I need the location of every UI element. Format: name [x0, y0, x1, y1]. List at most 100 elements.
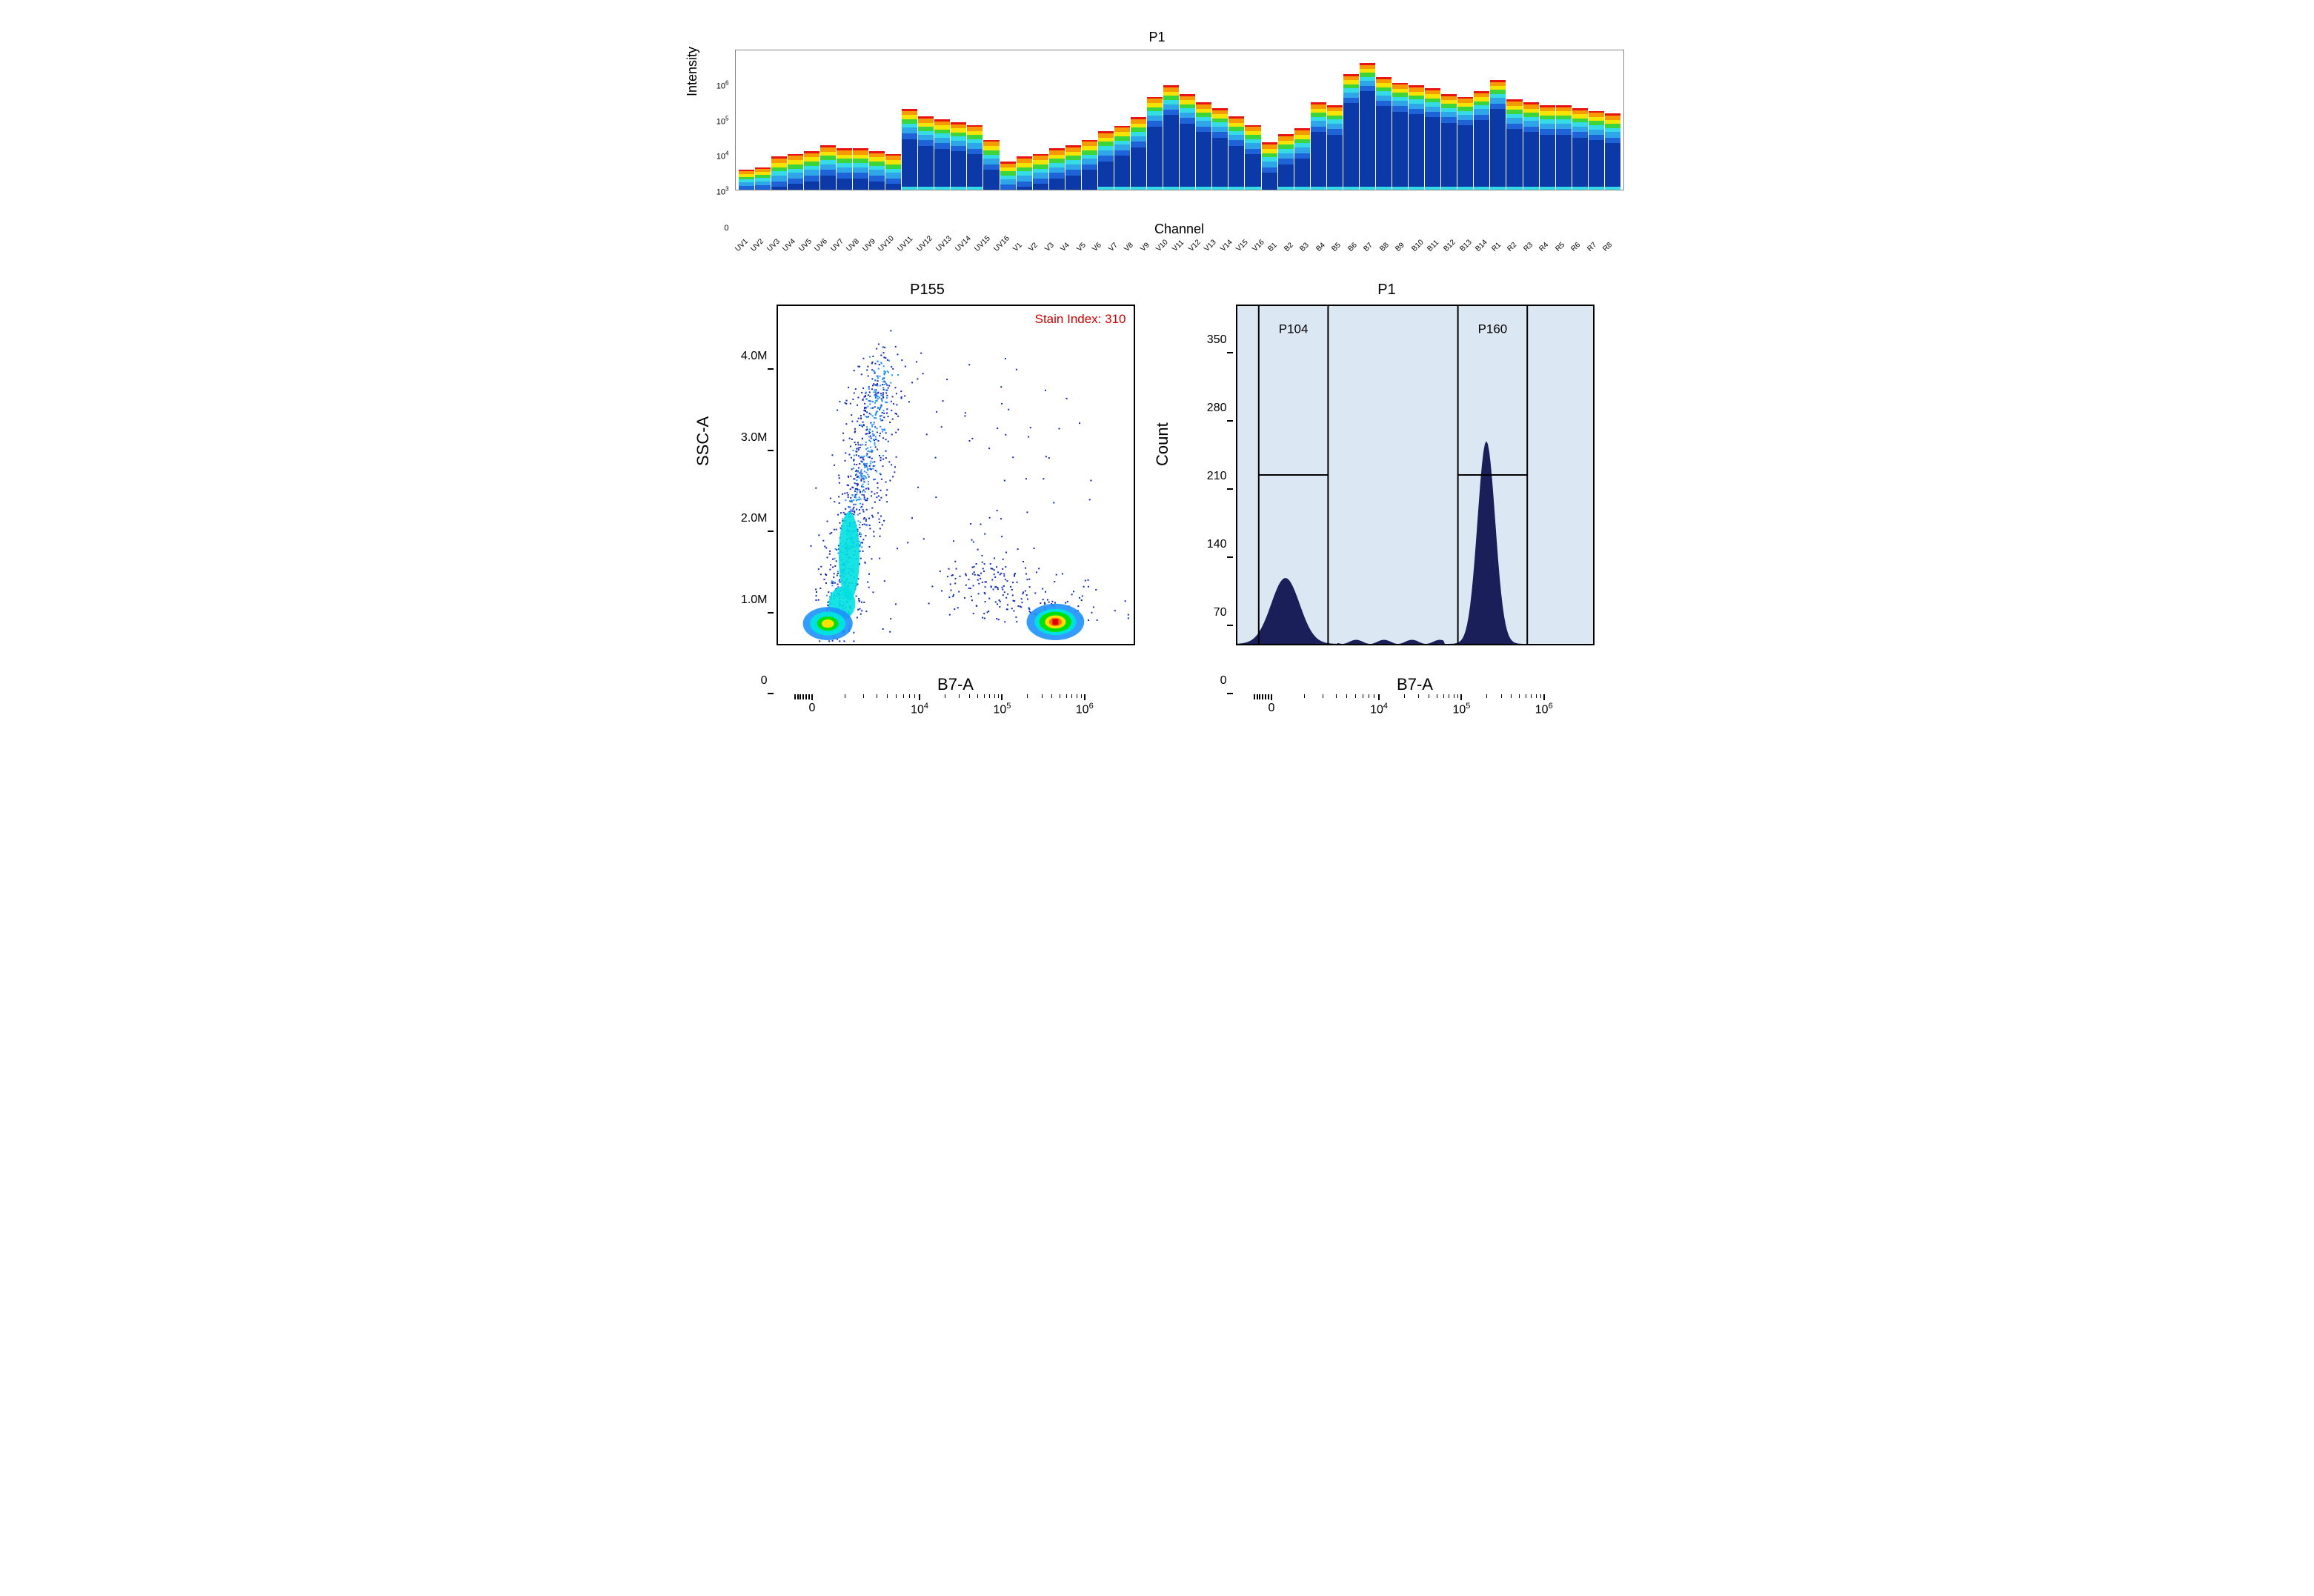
- spectral-xtick: R6: [1570, 237, 1586, 253]
- spectral-xtick: UV10: [877, 234, 896, 253]
- spectral-xtick: V11: [1171, 237, 1187, 253]
- spectral-xtick: V13: [1203, 237, 1219, 253]
- hist-xtick: 105: [1452, 702, 1470, 716]
- spectral-bar: [1311, 102, 1326, 190]
- spectral-xtick: R3: [1522, 237, 1538, 253]
- hist-ytick: 280: [1207, 402, 1227, 415]
- hist-xtick: 104: [1370, 702, 1388, 716]
- spectral-xtick: UV15: [973, 234, 991, 253]
- spectral-xtick: UV14: [954, 234, 972, 253]
- spectral-bar: [967, 125, 983, 190]
- spectral-xtick: UV6: [813, 237, 829, 253]
- spectral-bar: [1589, 111, 1604, 190]
- spectral-bar: [1082, 130, 1097, 190]
- hist-ytick: 140: [1207, 538, 1227, 551]
- spectral-bar: [1506, 99, 1522, 190]
- scatter-yticks: 01.0M2.0M3.0M4.0M: [728, 282, 772, 694]
- spectral-xtick: UV12: [915, 234, 934, 253]
- spectral-xtick: B10: [1410, 237, 1426, 253]
- spectral-bar: [1196, 102, 1211, 190]
- spectral-xtick: UV1: [734, 237, 750, 253]
- spectral-bar: [1163, 85, 1179, 190]
- spectral-xtick: UV9: [861, 237, 877, 253]
- spectral-bar: [869, 139, 885, 190]
- spectral-xtick: B8: [1378, 237, 1394, 253]
- hist-ytick: 210: [1207, 470, 1227, 483]
- spectral-panel: P1 Intensity 0103104105106 UV1UV2UV3UV4U…: [691, 30, 1624, 237]
- spectral-bar: [804, 139, 819, 190]
- hist-xticks: 0104105106: [1236, 694, 1595, 716]
- spectral-xtick: B2: [1283, 237, 1299, 253]
- spectral-xtick: B11: [1426, 237, 1443, 253]
- scatter-xticks: 0104105106: [777, 694, 1135, 716]
- spectral-bar: [1212, 108, 1228, 190]
- spectral-bar: [1033, 144, 1048, 190]
- scatter-panel: P155 SSC-A 01.0M2.0M3.0M4.0M Stain Index…: [720, 282, 1135, 694]
- spectral-bar: [1180, 94, 1195, 190]
- spectral-bar: [1376, 77, 1392, 190]
- spectral-ytick: 104: [717, 150, 729, 162]
- spectral-bar: [1605, 113, 1620, 190]
- spectral-xtick: UV8: [845, 237, 862, 253]
- spectral-xtick: B9: [1394, 237, 1411, 253]
- spectral-bar: [934, 119, 950, 190]
- scatter-plot-area: Stain Index: 310: [777, 305, 1135, 645]
- spectral-bar: [837, 130, 852, 190]
- spectral-bar: [1147, 97, 1163, 190]
- spectral-bar: [1278, 130, 1294, 190]
- spectral-xtick: B7: [1363, 237, 1379, 253]
- scatter-xtick: 104: [911, 702, 928, 716]
- spectral-xtick: V7: [1107, 237, 1123, 253]
- spectral-xtick: V3: [1043, 237, 1060, 253]
- spectral-bar: [1245, 125, 1260, 190]
- spectral-ytick: 105: [717, 116, 729, 127]
- spectral-bar: [1065, 136, 1081, 190]
- spectral-xtick: R4: [1538, 237, 1555, 253]
- spectral-bar: [1523, 102, 1539, 190]
- hist-plot-area: P104P160: [1236, 305, 1595, 645]
- spectral-xtick: B12: [1442, 237, 1458, 253]
- spectral-bar: [1049, 139, 1065, 190]
- spectral-xtick: UV11: [897, 235, 915, 253]
- hist-ytick: 70: [1214, 606, 1227, 619]
- spectral-bar: [771, 153, 787, 190]
- spectral-bar: [983, 136, 999, 190]
- hist-xtick: 0: [1268, 702, 1274, 715]
- spectral-xtick: R7: [1586, 237, 1602, 253]
- spectral-bar: [1131, 116, 1146, 190]
- spectral-xtick: UV2: [749, 237, 765, 253]
- spectral-bar: [1556, 105, 1572, 190]
- spectral-bar: [918, 116, 934, 190]
- spectral-ytick: 106: [717, 80, 729, 91]
- gate-label: P104: [1278, 322, 1308, 336]
- hist-xlabel: B7-A: [1236, 675, 1595, 694]
- scatter-ytick: 1.0M: [741, 593, 768, 607]
- spectral-ylabel: Intensity: [685, 47, 700, 96]
- spectral-plot-area: [735, 50, 1624, 190]
- spectral-ytick: 0: [724, 224, 728, 233]
- scatter-ylabel: SSC-A: [694, 416, 713, 465]
- spectral-bar: [1098, 127, 1114, 190]
- hist-fill: [1237, 441, 1593, 644]
- spectral-bar: [1360, 63, 1375, 190]
- spectral-xtick: B3: [1299, 237, 1315, 253]
- spectral-bar: [1540, 105, 1555, 190]
- spectral-xtick: V8: [1123, 237, 1140, 253]
- scatter-xtick: 106: [1076, 702, 1094, 716]
- spectral-xtick: R5: [1554, 237, 1570, 253]
- spectral-xtick: V2: [1028, 237, 1044, 253]
- spectral-title: P1: [691, 30, 1624, 45]
- spectral-bar: [1441, 94, 1457, 190]
- spectral-xtick: V1: [1011, 237, 1028, 253]
- spectral-bar: [902, 108, 917, 190]
- spectral-yticks: 0103104105106: [702, 30, 732, 237]
- spectral-xtick: R8: [1602, 237, 1618, 253]
- spectral-xtick: B14: [1474, 237, 1490, 253]
- spectral-xtick: R1: [1490, 237, 1506, 253]
- spectral-bar: [1490, 80, 1506, 190]
- spectral-bar: [1000, 162, 1016, 190]
- scatter-xtick: 0: [808, 702, 815, 715]
- spectral-bar: [1229, 116, 1244, 190]
- spectral-xtick: V12: [1187, 237, 1203, 253]
- scatter-ytick: 3.0M: [741, 431, 768, 445]
